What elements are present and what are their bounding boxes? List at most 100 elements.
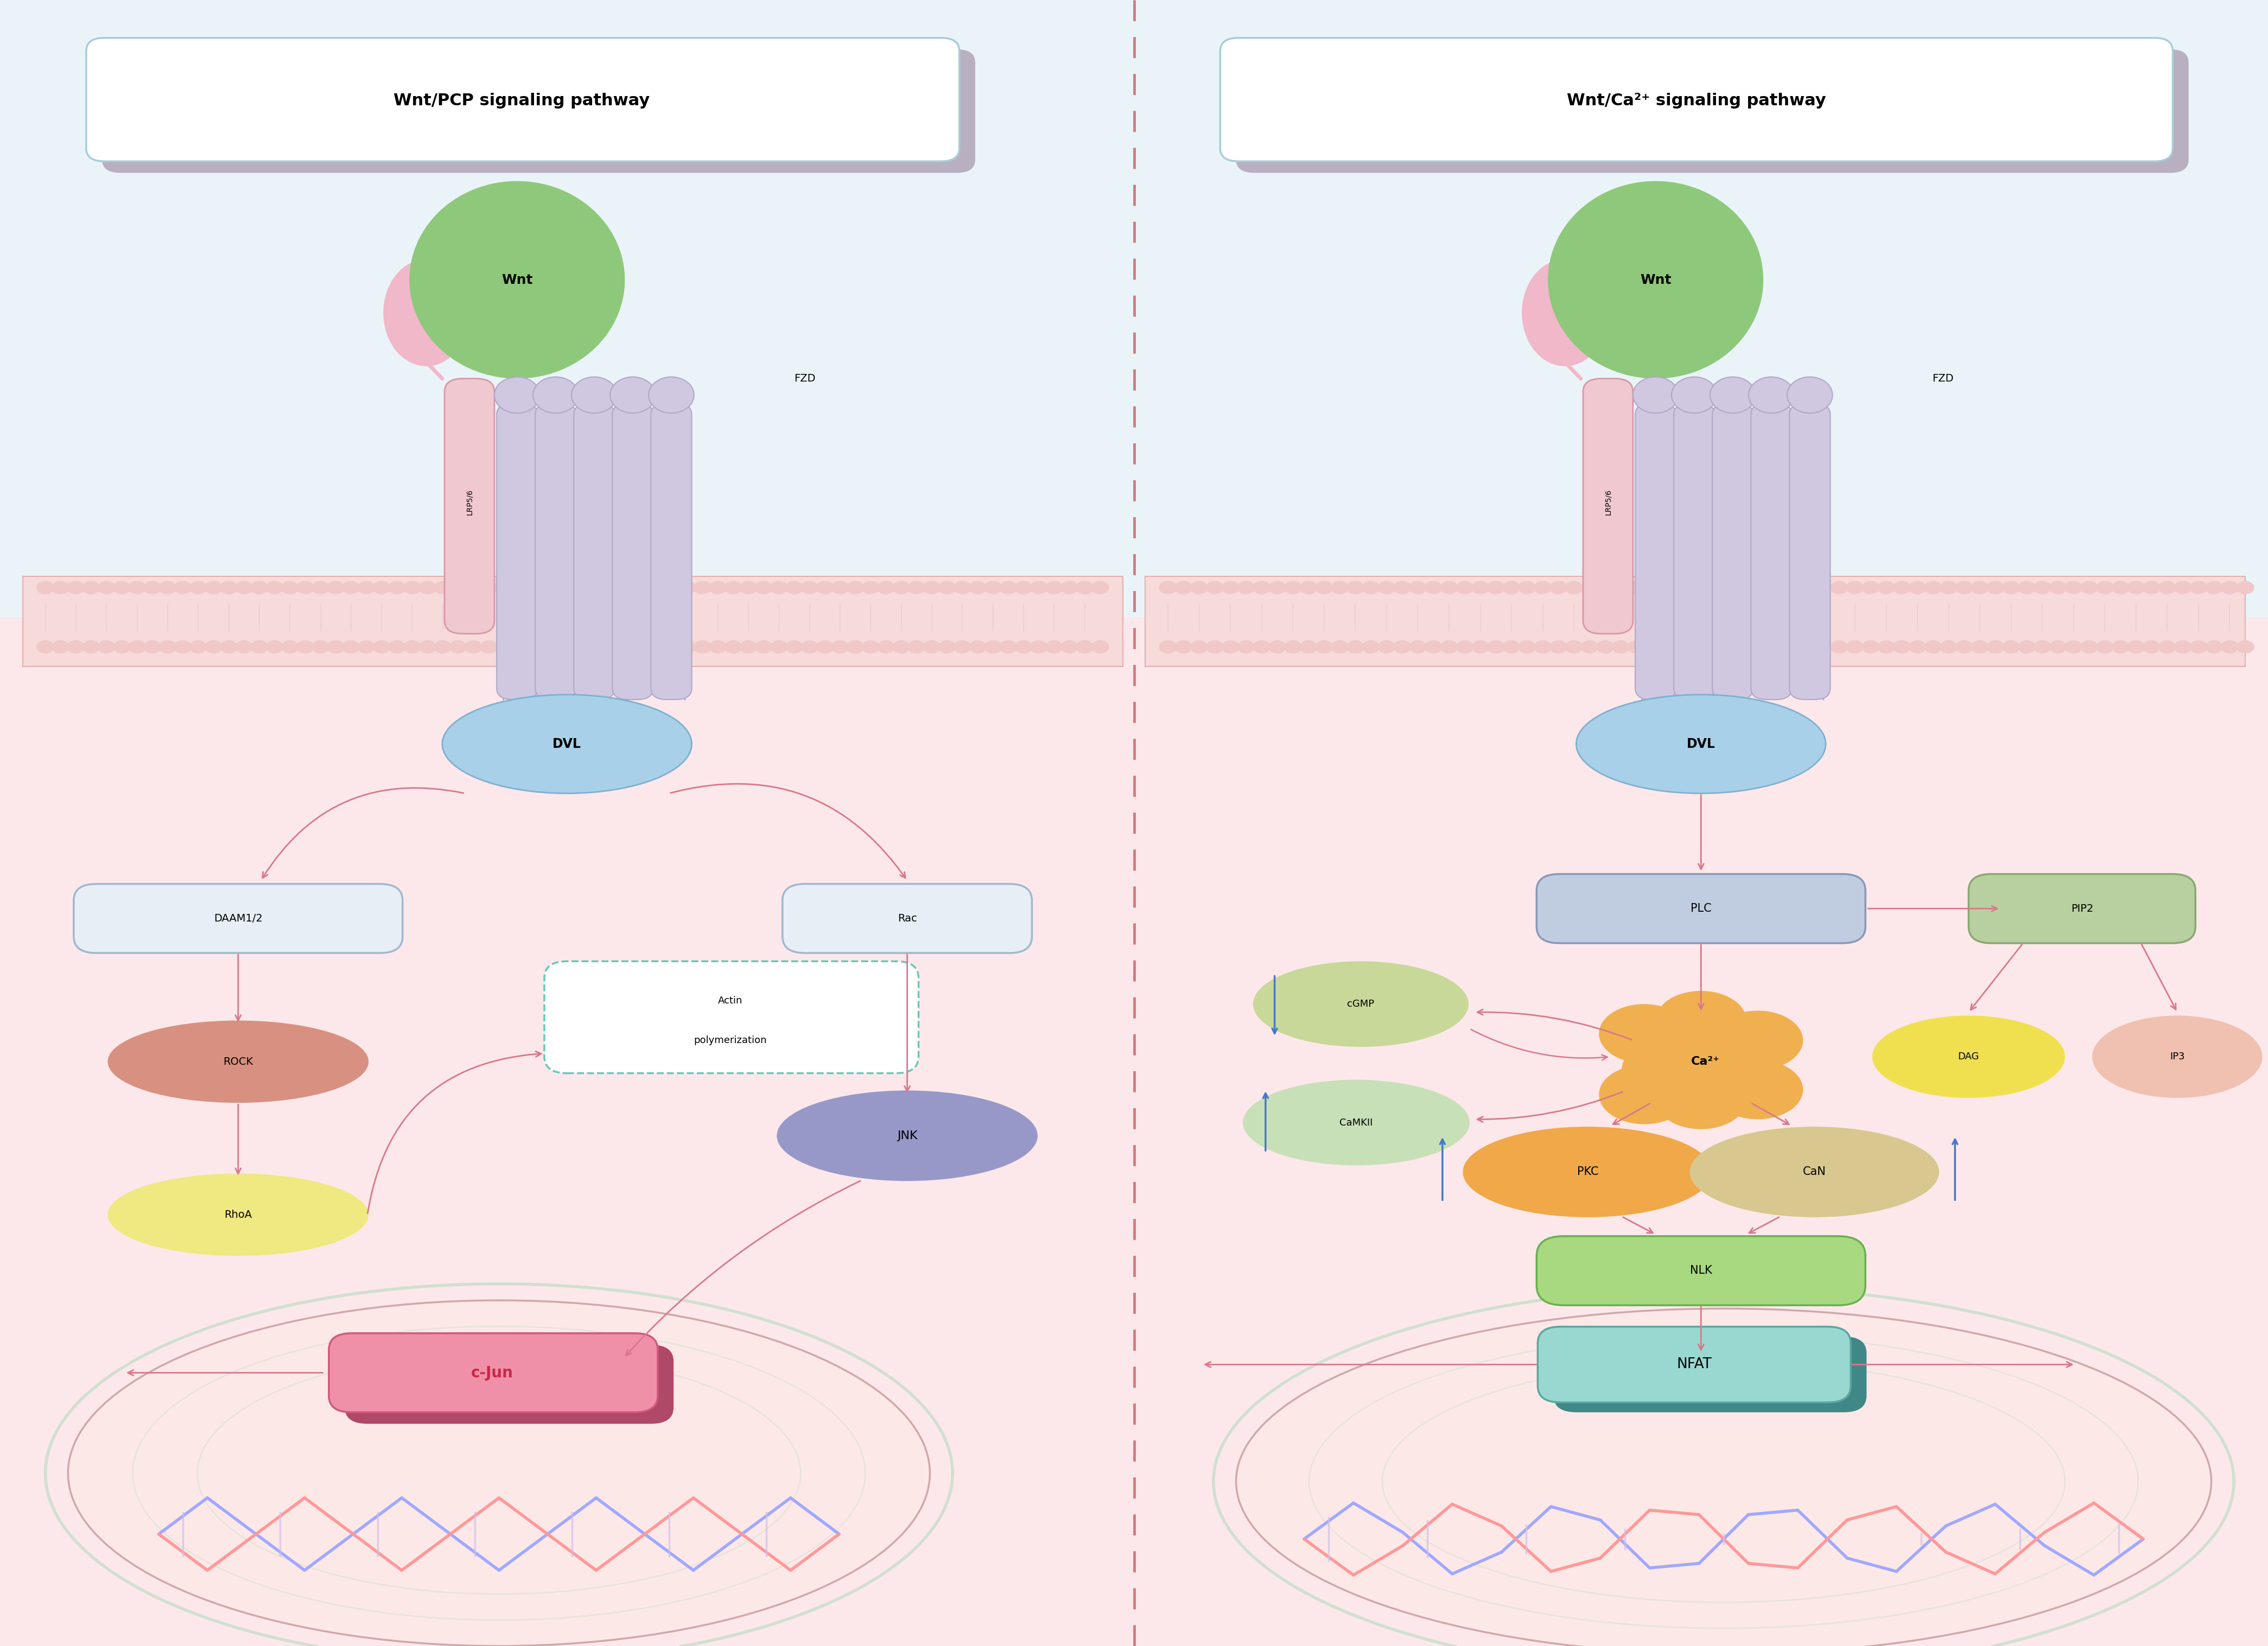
Ellipse shape xyxy=(739,581,758,594)
Ellipse shape xyxy=(2096,581,2114,594)
Ellipse shape xyxy=(907,640,925,653)
Ellipse shape xyxy=(1656,991,1746,1050)
Ellipse shape xyxy=(587,640,606,653)
Ellipse shape xyxy=(1894,640,1912,653)
Ellipse shape xyxy=(372,581,390,594)
Ellipse shape xyxy=(1987,640,2005,653)
FancyBboxPatch shape xyxy=(102,49,975,173)
Ellipse shape xyxy=(2189,581,2207,594)
Ellipse shape xyxy=(465,581,483,594)
FancyBboxPatch shape xyxy=(345,1345,674,1424)
Ellipse shape xyxy=(281,581,299,594)
Ellipse shape xyxy=(1243,1080,1470,1165)
Ellipse shape xyxy=(830,581,848,594)
Ellipse shape xyxy=(1799,581,1817,594)
Ellipse shape xyxy=(1814,640,1833,653)
Text: c-Jun: c-Jun xyxy=(472,1365,513,1381)
Ellipse shape xyxy=(2112,640,2130,653)
Ellipse shape xyxy=(2159,640,2177,653)
Ellipse shape xyxy=(204,581,222,594)
Ellipse shape xyxy=(1658,640,1676,653)
Ellipse shape xyxy=(1268,581,1286,594)
Ellipse shape xyxy=(82,581,100,594)
Ellipse shape xyxy=(1613,640,1631,653)
Ellipse shape xyxy=(1871,1016,2064,1098)
Ellipse shape xyxy=(494,377,540,413)
FancyBboxPatch shape xyxy=(329,1333,658,1412)
Text: LRP5/6: LRP5/6 xyxy=(465,489,474,515)
Ellipse shape xyxy=(601,640,619,653)
Ellipse shape xyxy=(1300,581,1318,594)
Ellipse shape xyxy=(1061,581,1080,594)
Ellipse shape xyxy=(1599,1004,1690,1063)
Ellipse shape xyxy=(159,640,177,653)
Ellipse shape xyxy=(1894,581,1912,594)
Text: Rac: Rac xyxy=(898,914,916,923)
Ellipse shape xyxy=(1878,640,1896,653)
Ellipse shape xyxy=(723,581,742,594)
Ellipse shape xyxy=(1907,640,1926,653)
Ellipse shape xyxy=(1767,640,1785,653)
Ellipse shape xyxy=(968,640,987,653)
Ellipse shape xyxy=(1501,640,1520,653)
Ellipse shape xyxy=(1712,1060,1803,1119)
Ellipse shape xyxy=(358,581,376,594)
Ellipse shape xyxy=(1878,581,1896,594)
Ellipse shape xyxy=(1706,640,1724,653)
Ellipse shape xyxy=(1424,581,1442,594)
Ellipse shape xyxy=(968,581,987,594)
Ellipse shape xyxy=(662,581,680,594)
Ellipse shape xyxy=(1674,581,1692,594)
Ellipse shape xyxy=(1361,581,1379,594)
Ellipse shape xyxy=(107,1021,367,1103)
Ellipse shape xyxy=(601,581,619,594)
Ellipse shape xyxy=(1236,640,1254,653)
Ellipse shape xyxy=(1377,581,1395,594)
Ellipse shape xyxy=(533,377,578,413)
Ellipse shape xyxy=(923,640,941,653)
Ellipse shape xyxy=(1377,640,1395,653)
Ellipse shape xyxy=(1533,581,1551,594)
Ellipse shape xyxy=(878,640,896,653)
Ellipse shape xyxy=(433,581,451,594)
Ellipse shape xyxy=(739,640,758,653)
Ellipse shape xyxy=(556,581,574,594)
Ellipse shape xyxy=(1830,640,1848,653)
Ellipse shape xyxy=(2080,640,2098,653)
Ellipse shape xyxy=(1939,640,1957,653)
Ellipse shape xyxy=(1814,581,1833,594)
Ellipse shape xyxy=(1690,1126,1939,1218)
Ellipse shape xyxy=(1923,640,1941,653)
Ellipse shape xyxy=(1456,640,1474,653)
Ellipse shape xyxy=(1300,640,1318,653)
Ellipse shape xyxy=(649,581,667,594)
Ellipse shape xyxy=(1030,581,1048,594)
Ellipse shape xyxy=(1753,581,1771,594)
Ellipse shape xyxy=(249,581,268,594)
Ellipse shape xyxy=(1690,640,1708,653)
Ellipse shape xyxy=(1331,581,1349,594)
Ellipse shape xyxy=(2236,640,2254,653)
Ellipse shape xyxy=(1628,640,1647,653)
Ellipse shape xyxy=(188,581,206,594)
Ellipse shape xyxy=(1440,640,1458,653)
FancyBboxPatch shape xyxy=(0,617,2268,1646)
FancyBboxPatch shape xyxy=(544,961,919,1073)
Ellipse shape xyxy=(1565,581,1583,594)
FancyBboxPatch shape xyxy=(651,403,692,700)
Ellipse shape xyxy=(1721,640,1740,653)
Ellipse shape xyxy=(479,581,497,594)
Text: PKC: PKC xyxy=(1576,1167,1599,1177)
Ellipse shape xyxy=(2064,581,2082,594)
Ellipse shape xyxy=(1236,1309,2211,1646)
Ellipse shape xyxy=(1597,581,1615,594)
Ellipse shape xyxy=(36,581,54,594)
Ellipse shape xyxy=(127,581,145,594)
Ellipse shape xyxy=(939,581,957,594)
Text: CaMKII: CaMKII xyxy=(1340,1118,1372,1128)
Ellipse shape xyxy=(984,640,1002,653)
Ellipse shape xyxy=(1721,581,1740,594)
Ellipse shape xyxy=(479,640,497,653)
Ellipse shape xyxy=(1737,640,1755,653)
Text: Wnt/Ca²⁺ signaling pathway: Wnt/Ca²⁺ signaling pathway xyxy=(1567,92,1826,109)
